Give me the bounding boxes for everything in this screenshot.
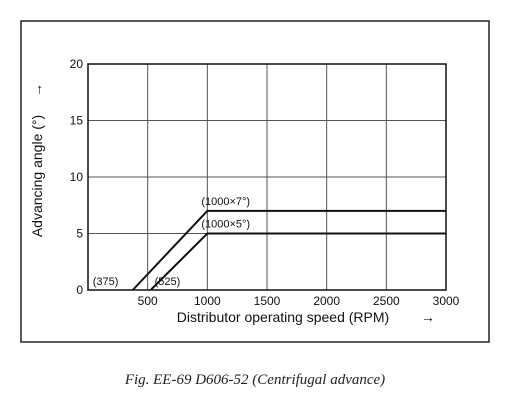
annotation-label: (525) [155, 276, 181, 288]
y-tick-label: 0 [76, 283, 83, 297]
y-tick-label: 20 [70, 57, 84, 71]
x-tick-label: 1000 [194, 294, 221, 308]
annotation-label: (1000×7°) [201, 196, 250, 208]
grid [88, 64, 446, 290]
figure-caption: Fig. EE-69 D606-52 (Centrifugal advance) [124, 372, 386, 388]
y-tick-label: 10 [70, 170, 84, 184]
series-line-1 [132, 209, 446, 291]
outer-frame [20, 20, 490, 343]
x-tick-label: 3000 [433, 294, 460, 308]
y-axis-title: Advancing angle (°) [29, 115, 45, 237]
plot-area-border [87, 63, 447, 291]
x-axis-arrow: → [421, 309, 435, 325]
x-tick-label: 2500 [373, 294, 400, 308]
y-tick-label: 15 [70, 114, 84, 128]
series [132, 209, 446, 291]
y-axis-arrow: → [29, 83, 45, 97]
annotations: (375) (525) (1000×7°) (1000×5°) [93, 196, 250, 288]
annotation-label: (375) [93, 276, 119, 288]
y-tick-label: 5 [76, 227, 83, 241]
annotation-label: (1000×5°) [201, 219, 250, 231]
series-line-2 [149, 232, 446, 291]
x-axis-title: Distributor operating speed (RPM) [177, 309, 389, 325]
x-tick-label: 2000 [313, 294, 340, 308]
x-tick-label: 1500 [254, 294, 281, 308]
x-tick-label: 500 [138, 294, 158, 308]
tick-labels: 500 1000 1500 2000 2500 3000 0 5 10 15 20 [70, 57, 460, 308]
